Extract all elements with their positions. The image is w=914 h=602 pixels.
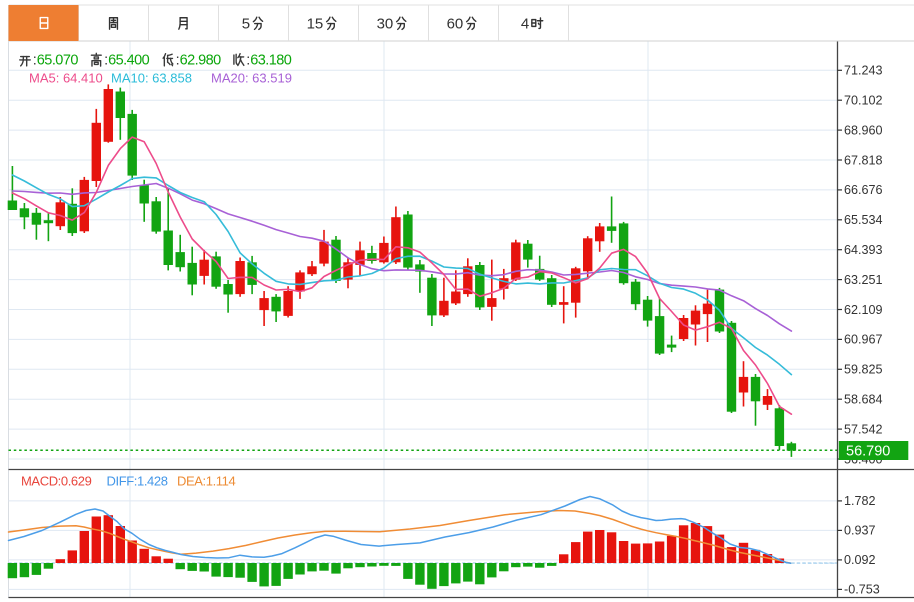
svg-text:62.980: 62.980 [180,53,222,69]
svg-text::: : [176,53,179,69]
svg-text::: : [33,53,36,69]
svg-text:65.534: 65.534 [844,213,883,227]
svg-text:MACD:0.629: MACD:0.629 [21,474,92,489]
svg-text:MA20: 63.519: MA20: 63.519 [211,70,292,85]
svg-text:30: 30 [377,15,394,32]
svg-text:71.243: 71.243 [844,64,883,78]
svg-text:1.782: 1.782 [844,494,876,508]
svg-text:56.790: 56.790 [846,444,890,460]
svg-text:15: 15 [307,15,324,32]
svg-text:65.070: 65.070 [37,53,79,69]
svg-text:60.967: 60.967 [844,333,883,347]
svg-text:67.818: 67.818 [844,153,883,167]
svg-text:DEA:1.114: DEA:1.114 [177,474,235,489]
svg-text:-0.753: -0.753 [844,583,880,597]
svg-text::: : [246,53,249,69]
svg-text:DIFF:1.428: DIFF:1.428 [107,474,168,489]
svg-text:68.960: 68.960 [844,123,883,137]
svg-text:5: 5 [242,15,250,32]
svg-text:62.109: 62.109 [844,303,883,317]
svg-text:60: 60 [447,15,464,32]
svg-text:0.937: 0.937 [844,524,876,538]
svg-text:4: 4 [521,15,529,32]
svg-text:58.684: 58.684 [844,393,883,407]
svg-text::: : [104,53,107,69]
svg-text:0.092: 0.092 [844,553,876,567]
svg-text:70.102: 70.102 [844,94,883,108]
svg-text:66.676: 66.676 [844,183,883,197]
svg-text:63.180: 63.180 [250,53,292,69]
svg-text:63.251: 63.251 [844,273,883,287]
svg-text:MA5: 64.410: MA5: 64.410 [29,70,103,85]
svg-text:MA10: 63.858: MA10: 63.858 [111,70,192,85]
svg-text:57.542: 57.542 [844,422,883,436]
svg-text:59.825: 59.825 [844,363,883,377]
svg-text:65.400: 65.400 [108,53,150,69]
svg-text:64.393: 64.393 [844,243,883,257]
